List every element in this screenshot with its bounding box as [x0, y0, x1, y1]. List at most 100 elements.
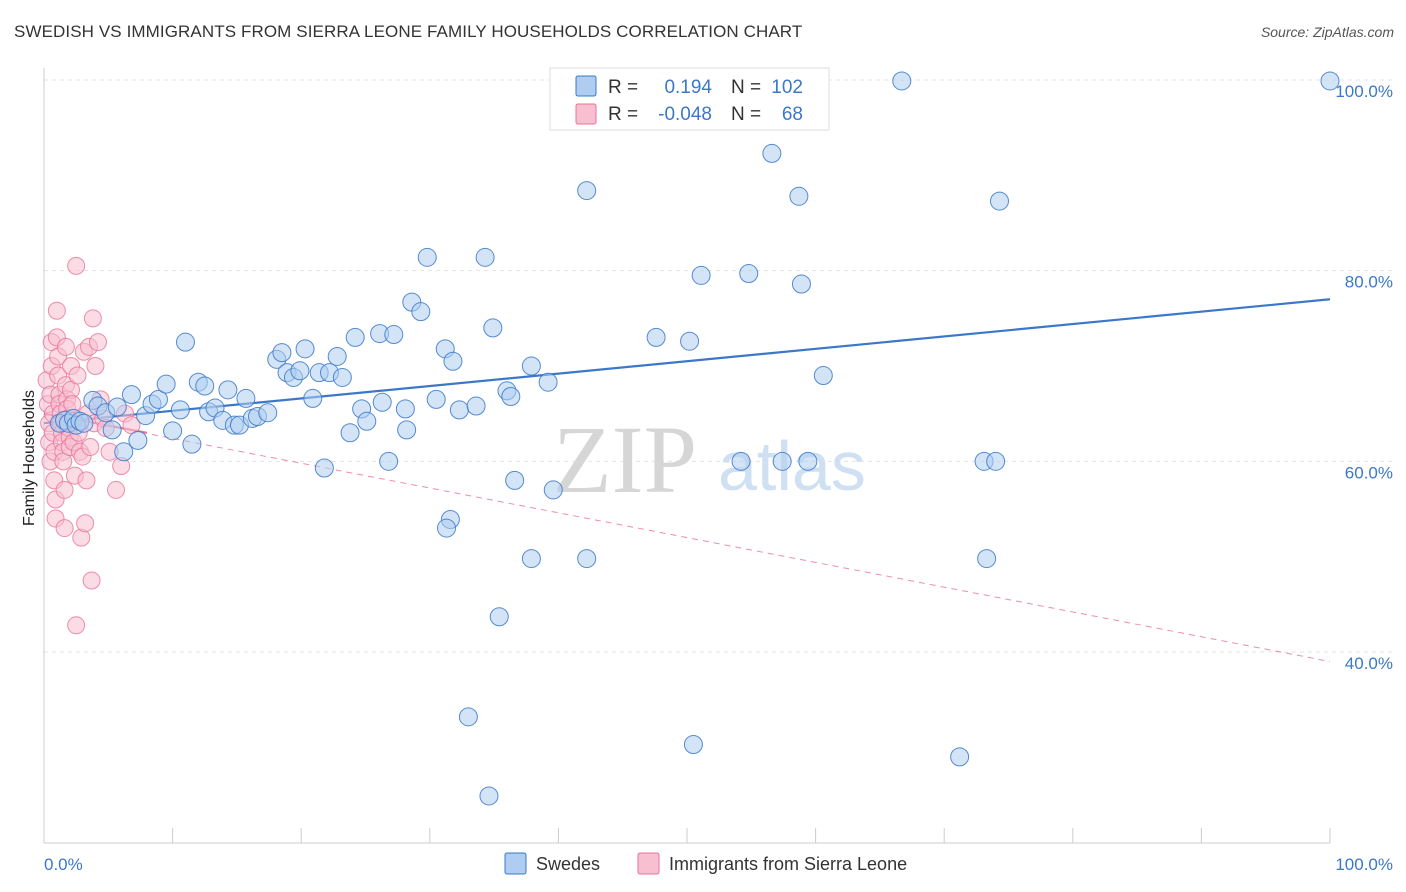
y-tick-label: 100.0%: [1335, 82, 1393, 101]
sierra-leone-point: [68, 366, 87, 385]
sierra-leone-point: [89, 333, 108, 352]
swedes-point: [479, 786, 499, 806]
swedes-point: [798, 451, 818, 471]
sierra-leone-point: [82, 571, 101, 590]
swedes-point: [489, 607, 509, 627]
swedes-point: [303, 388, 323, 408]
swedes-point: [989, 191, 1009, 211]
y-tick-label: 60.0%: [1345, 463, 1393, 482]
swedes-point: [950, 747, 970, 767]
y-tick-labels: 40.0% 60.0% 80.0% 100.0%: [1335, 82, 1393, 673]
swedes-point: [772, 451, 792, 471]
sierra-leone-point: [67, 616, 86, 635]
series-legend: Swedes Immigrants from Sierra Leone: [504, 852, 907, 875]
swedes-point: [483, 318, 503, 338]
swedes-point: [505, 470, 525, 490]
sierra-leone-bottom-swatch: [637, 852, 660, 875]
legend-n-label-1: N =: [731, 77, 761, 98]
swedes-point: [411, 302, 431, 322]
swedes-point: [789, 186, 809, 206]
swedes-point: [577, 181, 597, 201]
swedes-point: [762, 143, 782, 163]
sierra-leone-legend-swatch: [575, 103, 597, 125]
legend-sierra-leone-label: Immigrants from Sierra Leone: [669, 854, 907, 874]
chart-title: SWEDISH VS IMMIGRANTS FROM SIERRA LEONE …: [14, 22, 803, 41]
swedes-point: [170, 400, 190, 420]
swedes-legend-swatch: [575, 75, 597, 97]
x-tick-label: 0.0%: [44, 855, 83, 874]
swedes-point: [449, 400, 469, 420]
swedes-points: [49, 71, 1340, 806]
swedes-trend-line: [43, 298, 1331, 425]
swedes-point: [397, 420, 417, 440]
swedes-point: [258, 403, 278, 423]
swedes-point: [521, 549, 541, 569]
swedes-point: [892, 71, 912, 91]
sierra-leone-point: [77, 471, 96, 490]
swedes-point: [986, 451, 1006, 471]
legend-n-value-1: 102: [771, 77, 803, 98]
source-label: Source: ZipAtlas.com: [1260, 24, 1394, 40]
swedes-point: [731, 451, 751, 471]
swedes-point: [417, 247, 437, 267]
swedes-point: [236, 388, 256, 408]
swedes-point: [314, 458, 334, 478]
swedes-point: [691, 265, 711, 285]
swedes-point: [379, 451, 399, 471]
swedes-point: [426, 389, 446, 409]
legend-n-label-2: N =: [731, 104, 761, 125]
swedes-point: [1320, 71, 1340, 91]
swedes-point: [372, 392, 392, 412]
swedes-point: [395, 399, 415, 419]
swedes-point: [543, 480, 563, 500]
swedes-point: [74, 413, 94, 433]
x-tick-labels: 0.0% 100.0%: [44, 855, 1393, 874]
legend-r-value-1: 0.194: [664, 77, 712, 98]
swedes-point: [163, 421, 183, 441]
sierra-leone-point: [47, 301, 66, 320]
swedes-point: [521, 356, 541, 376]
swedes-point: [102, 420, 122, 440]
sierra-leone-trend-dashed: [43, 413, 1331, 663]
swedes-point: [437, 518, 457, 538]
sierra-leone-point: [107, 480, 126, 499]
swedes-point: [290, 361, 310, 381]
sierra-leone-point: [55, 480, 74, 499]
legend-n-value-2: 68: [782, 104, 803, 125]
sierra-leone-point: [55, 519, 74, 538]
swedes-point: [683, 734, 703, 754]
sierra-leone-point: [56, 337, 75, 356]
swedes-point: [538, 372, 558, 392]
swedes-point: [128, 430, 148, 450]
swedes-point: [327, 346, 347, 366]
watermark: ZIP atlas: [553, 406, 866, 513]
swedes-point: [466, 396, 486, 416]
swedes-point: [175, 332, 195, 352]
gridlines: [44, 79, 1395, 653]
swedes-point: [501, 387, 521, 407]
swedes-point: [114, 442, 134, 462]
x-tick-label: 100.0%: [1335, 855, 1393, 874]
swedes-point: [813, 366, 833, 386]
legend-r-value-2: -0.048: [658, 104, 712, 125]
swedes-point: [458, 707, 478, 727]
swedes-point: [646, 327, 666, 347]
swedes-point: [182, 434, 202, 454]
swedes-point: [345, 327, 365, 347]
sierra-leone-point: [83, 309, 102, 328]
legend-r-label-2: R =: [608, 104, 638, 125]
swedes-point: [195, 376, 215, 396]
swedes-point: [680, 331, 700, 351]
y-tick-label: 40.0%: [1345, 654, 1393, 673]
sierra-leone-point: [86, 357, 105, 375]
swedes-point: [577, 549, 597, 569]
watermark-zip: ZIP: [553, 406, 697, 513]
y-tick-label: 80.0%: [1345, 273, 1393, 292]
sierra-leone-point: [67, 256, 86, 275]
correlation-legend: R = 0.194 N = 102 R = -0.048 N = 68: [549, 67, 830, 131]
sierra-leone-point: [76, 514, 95, 533]
swedes-point: [148, 389, 168, 409]
swedes-point: [332, 367, 352, 387]
swedes-point: [121, 385, 141, 405]
